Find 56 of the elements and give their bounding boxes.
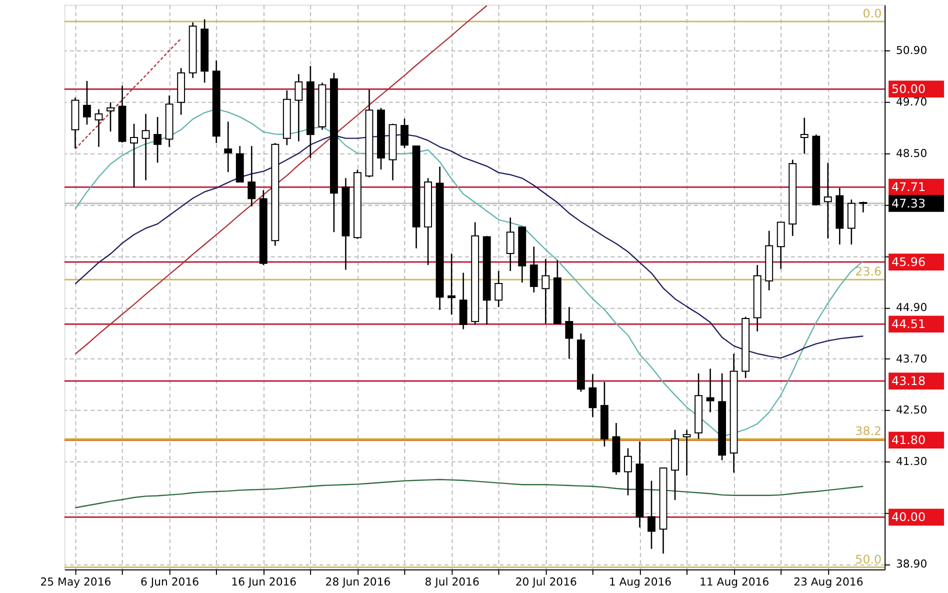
candlestick: [142, 113, 150, 181]
x-tick-label: 8 Jul 2016: [424, 576, 480, 589]
candlestick: [624, 448, 632, 496]
ref-line-label: 45.96: [892, 255, 926, 270]
candlestick: [94, 108, 103, 148]
candlestick: [130, 123, 138, 188]
candlestick: [648, 480, 656, 550]
x-tick-label: 23 Aug 2016: [794, 576, 864, 589]
x-tick-label: 1 Aug 2016: [608, 576, 672, 589]
y-tick-label: 48.50: [896, 146, 928, 160]
y-tick-label: 38.90: [896, 558, 928, 571]
candlestick: [506, 216, 514, 272]
candlestick: [448, 252, 456, 316]
annotation: 23.6: [855, 264, 882, 279]
x-tick-label: 25 May 2016: [40, 576, 112, 589]
line-series: [74, 478, 864, 508]
x-tick-label: 11 Aug 2016: [699, 576, 770, 589]
ref-line-label: 47.71: [892, 180, 926, 194]
candlestick: [400, 118, 408, 149]
candlestick: [859, 201, 868, 214]
annotation: 0.0: [862, 6, 882, 20]
y-tick-label: 49.70: [896, 95, 928, 108]
annotation: 50.0: [855, 552, 882, 566]
x-tick-label: 28 Jun 2016: [325, 576, 391, 589]
ref-line-label: 47.33: [892, 196, 926, 210]
candlestick: [682, 429, 691, 476]
candlestick: [106, 102, 114, 132]
x-tick-label: 6 Jun 2016: [140, 576, 200, 589]
ref-line-label: 50.00: [892, 82, 926, 96]
candlestick: [530, 246, 538, 294]
candlestick: [800, 117, 808, 154]
ref-line-label: 43.18: [892, 374, 926, 388]
ref-line-label: 44.51: [892, 317, 926, 332]
ref-line-label: 41.80: [892, 433, 926, 448]
y-tick-label: 44.90: [896, 300, 928, 314]
line-series: [74, 38, 182, 150]
x-tick-label: 20 Jul 2016: [515, 576, 577, 589]
ref-line-label: 40.00: [892, 510, 926, 524]
line-series: [74, 5, 488, 355]
candlestick: [588, 374, 597, 418]
candlestick: [248, 145, 256, 208]
annotation: 38.2: [855, 424, 882, 438]
candlestick: [83, 80, 91, 126]
candlestick: [824, 162, 832, 240]
candlestick: [294, 73, 303, 142]
candlestick: [706, 368, 714, 413]
candlestick: [542, 258, 550, 324]
x-tick-label: 16 Jun 2016: [231, 576, 297, 589]
candlestick: [494, 270, 503, 308]
candlestick: [565, 306, 574, 360]
candlestick: [224, 120, 232, 173]
candlestick: [154, 116, 162, 164]
y-tick-label: 41.30: [896, 454, 928, 468]
y-tick-label: 43.70: [896, 352, 928, 366]
y-tick-label: 50.90: [896, 44, 928, 58]
y-tick-label: 42.50: [896, 404, 928, 417]
